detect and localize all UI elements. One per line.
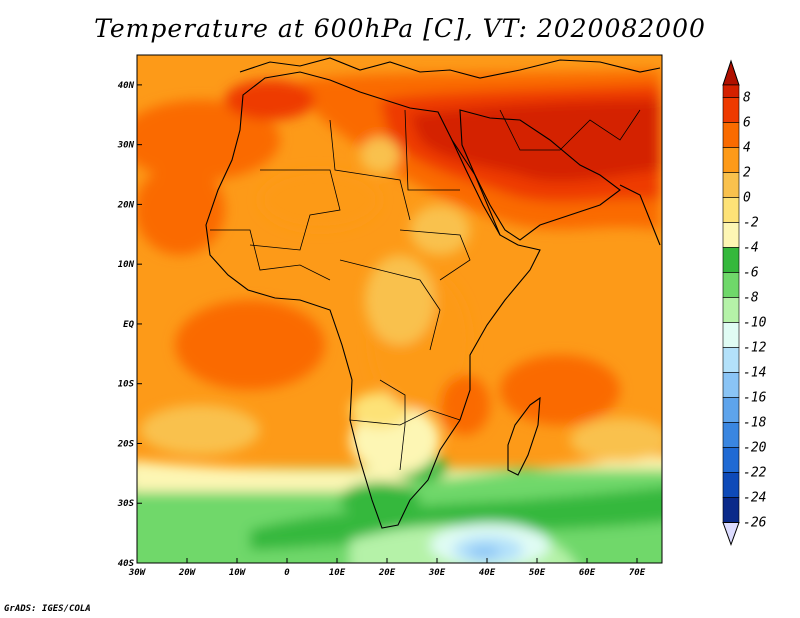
colorbar-segment <box>722 84 740 98</box>
border-sahara-1 <box>249 169 341 251</box>
colorbar-label: -26 <box>743 516 767 531</box>
colorbar-label: -2 <box>743 216 759 231</box>
field-cold-blue-core <box>468 546 500 558</box>
colorbar-top-arrow <box>722 59 740 86</box>
temperature-field <box>137 55 662 563</box>
field-indian-yellow <box>570 418 662 462</box>
red-sea-coastline <box>451 139 501 236</box>
y-tick-label: 10N <box>118 260 135 270</box>
colorbar-label: -4 <box>743 241 759 256</box>
colorbar-label: 0 <box>743 191 751 206</box>
field-angola-yellow <box>350 392 410 428</box>
x-tick-label: 40E <box>479 568 496 578</box>
colorbar-bottom-arrow <box>722 522 740 546</box>
border-central <box>339 259 441 351</box>
field-west-atlantic-warm <box>137 165 225 255</box>
border-sahara-2 <box>329 119 411 221</box>
colorbar-segment <box>722 422 740 448</box>
field-libya-cool <box>360 137 400 173</box>
field-sahara-orange <box>260 170 380 230</box>
x-axis: 30W 20W 10W 0 10E 20E 30E 40E 50E 60E 70E <box>128 558 646 578</box>
border-southern-1 <box>349 409 461 426</box>
field-sudan-yellow <box>410 205 470 255</box>
field-cold-band <box>250 487 662 550</box>
colorbar-segment <box>722 347 740 373</box>
colorbar-label: 8 <box>743 91 751 106</box>
colorbar: 8 6 4 2 0 -2 -4 -6 -8 -10 -12 -14 -16 -18 -20 -22 -24 -26 <box>722 59 767 546</box>
colorbar-segment <box>722 322 740 348</box>
colorbar-segment <box>722 247 740 273</box>
x-tick-label: 20W <box>178 568 197 578</box>
colorbar-segment <box>722 447 740 473</box>
x-tick-label: 30E <box>428 568 446 578</box>
colorbar-label: -6 <box>743 266 759 281</box>
colorbar-label: -18 <box>743 416 767 431</box>
y-tick-label: 10S <box>118 380 135 390</box>
y-tick-label: 30N <box>117 141 135 151</box>
colorbar-label: -20 <box>743 441 767 456</box>
colorbar-segment <box>722 172 740 198</box>
field-south-yellow-west <box>137 460 360 492</box>
y-tick-label: 40N <box>118 81 135 91</box>
border-egypt <box>404 109 460 191</box>
colorbar-segment <box>722 397 740 423</box>
border-mideast <box>499 109 641 151</box>
border-west-africa <box>210 229 331 281</box>
field-sahara-northwest <box>225 80 315 120</box>
colorbar-segment <box>722 372 740 398</box>
colorbar-label: 2 <box>743 166 751 181</box>
colorbar-segment <box>722 147 740 173</box>
y-tick-label: EQ <box>123 320 134 330</box>
field-south-atlantic-yellow <box>140 405 260 455</box>
x-tick-label: 20E <box>378 568 396 578</box>
x-tick-label: 30W <box>128 568 147 578</box>
colorbar-segment <box>722 222 740 248</box>
y-tick-label: 20N <box>117 200 135 210</box>
colorbar-label: -12 <box>743 341 767 356</box>
x-tick-label: 10W <box>229 568 247 578</box>
x-tick-label: 60E <box>579 568 596 578</box>
colorbar-segment <box>722 272 740 298</box>
x-tick-label: 10E <box>329 568 346 578</box>
africa-coastline <box>205 71 541 529</box>
coastlines <box>205 57 661 529</box>
colorbar-segment <box>722 197 740 223</box>
europe-coastline <box>239 57 661 79</box>
borders <box>210 109 641 471</box>
colorbar-label: 4 <box>743 141 751 156</box>
colorbar-label: -14 <box>743 366 766 381</box>
colorbar-label: -24 <box>743 491 766 506</box>
grads-credit: GrADS: IGES/COLA <box>4 604 91 614</box>
colorbar-label: 6 <box>743 116 751 131</box>
arabia-coastline <box>459 109 621 241</box>
y-tick-label: 20S <box>117 439 135 449</box>
y-tick-label: 40S <box>118 559 135 569</box>
colorbar-segment <box>722 297 740 323</box>
colorbar-segment <box>722 97 740 123</box>
field-congo-yellow <box>365 255 435 345</box>
colorbar-segment <box>722 472 740 498</box>
field-mideast-hottest <box>410 100 660 182</box>
y-tick-label: 30S <box>117 499 135 509</box>
colorbar-label: -22 <box>743 466 767 481</box>
colorbar-segment <box>722 122 740 148</box>
madagascar-coastline <box>507 396 541 476</box>
field-atlantic-warm <box>175 300 325 390</box>
field-indian-warm <box>500 355 620 425</box>
x-tick-label: 70E <box>629 568 646 578</box>
map-title: Temperature at 600hPa [C], VT: 202008200… <box>94 14 706 43</box>
colorbar-label: -10 <box>743 316 767 331</box>
colorbar-label: -16 <box>743 391 767 406</box>
x-tick-label: 0 <box>284 568 290 578</box>
y-axis: 40N 30N 20N 10N EQ 10S 20S 30S 40S <box>117 81 142 569</box>
x-tick-label: 50E <box>529 568 546 578</box>
plot-frame <box>136 54 663 564</box>
colorbar-segment <box>722 497 740 523</box>
border-sudan <box>399 229 471 281</box>
border-southern-2 <box>379 379 406 471</box>
field-north-atlantic-warm <box>137 100 280 180</box>
colorbar-label: -8 <box>743 291 759 306</box>
india-coastline <box>619 184 661 246</box>
